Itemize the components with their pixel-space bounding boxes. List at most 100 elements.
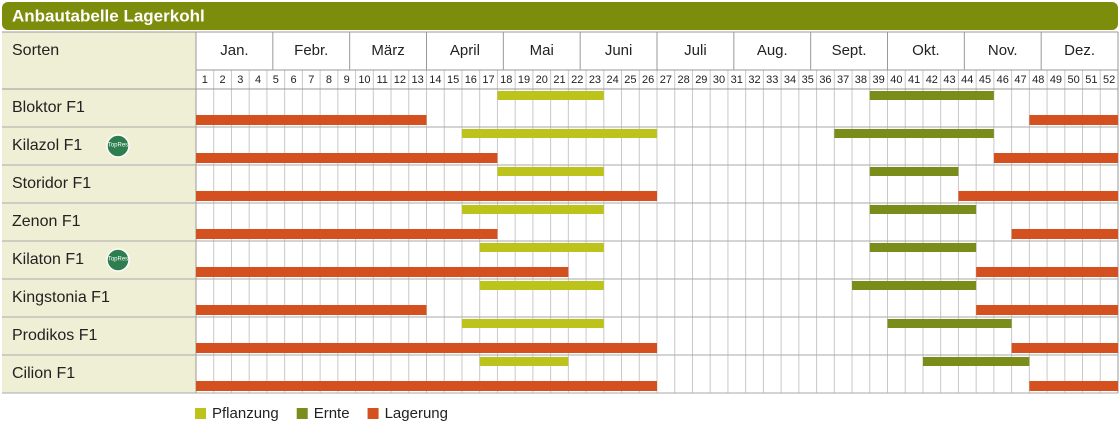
bar [461,319,604,328]
week-label: 35 [802,74,814,86]
week-label: 3 [237,74,243,86]
week-label: 42 [926,74,938,86]
week-label: 14 [429,74,441,86]
week-label: 23 [589,74,601,86]
badge-text: TopRes [108,257,128,263]
week-label: 49 [1050,74,1062,86]
week-label: 34 [784,74,796,86]
bar [922,357,1030,366]
week-label: 31 [731,74,743,86]
badge-text: TopRes [108,143,128,149]
week-label: 37 [837,74,849,86]
bar [1029,381,1118,391]
badge-icon [106,134,130,158]
variety-name: Prodikos F1 [12,327,97,344]
variety-name: Cilion F1 [12,365,75,382]
week-label: 27 [660,74,672,86]
week-label: 9 [344,74,350,86]
month-label: Aug. [757,42,788,59]
variety-name: Kilazol F1 [12,137,82,154]
bar [1029,115,1118,125]
bar [196,343,657,353]
bar [196,153,498,163]
bar [196,305,427,315]
bar [1011,343,1118,353]
week-label: 41 [908,74,920,86]
month-label: Juni [605,42,633,59]
variety-name: Zenon F1 [12,213,81,230]
week-label: 52 [1103,74,1115,86]
week-label: 5 [273,74,279,86]
week-label: 38 [855,74,867,86]
month-label: April [450,42,480,59]
bar [834,129,994,138]
bar [497,91,604,100]
legend-label: Pflanzung [212,405,279,422]
legend-label: Lagerung [385,405,448,422]
week-label: 36 [819,74,831,86]
week-label: 2 [220,74,226,86]
bar [1011,229,1118,239]
bar [196,191,657,201]
chart-title: Anbautabelle Lagerkohl [12,6,205,25]
month-label: Okt. [912,42,940,59]
month-label: Nov. [988,42,1018,59]
bar [852,281,977,290]
week-label: 51 [1085,74,1097,86]
bar [869,243,977,252]
week-label: 13 [412,74,424,86]
week-label: 7 [308,74,314,86]
legend-label: Ernte [314,405,350,422]
week-label: 18 [500,74,512,86]
month-label: Febr. [294,42,328,59]
week-label: 21 [553,74,565,86]
legend-swatch [367,408,379,419]
legend-swatch [296,408,308,419]
bar [497,167,604,176]
bar [196,115,427,125]
week-label: 39 [873,74,885,86]
week-label: 47 [1014,74,1026,86]
week-label: 48 [1032,74,1044,86]
week-label: 1 [202,74,208,86]
month-label: Juli [684,42,707,59]
bar [887,319,1012,328]
bar [869,91,994,100]
week-label: 33 [766,74,778,86]
bar [869,167,959,176]
week-label: 22 [571,74,583,86]
week-label: 44 [961,74,973,86]
bar [461,129,657,138]
variety-name: Storidor F1 [12,175,91,192]
week-label: 16 [465,74,477,86]
bar [479,281,604,290]
bar [869,205,977,214]
bar [479,243,604,252]
legend-swatch [195,408,206,419]
week-label: 29 [695,74,707,86]
variety-name: Kingstonia F1 [12,289,110,306]
bar [196,381,657,391]
week-label: 25 [624,74,636,86]
week-label: 26 [642,74,654,86]
week-label: 19 [518,74,530,86]
week-label: 32 [748,74,760,86]
week-label: 15 [447,74,459,86]
week-label: 30 [713,74,725,86]
week-label: 43 [943,74,955,86]
week-label: 17 [482,74,494,86]
bar [196,267,569,277]
bar [461,205,604,214]
month-label: Jan. [220,42,248,59]
week-label: 46 [997,74,1009,86]
week-label: 50 [1068,74,1080,86]
week-label: 40 [890,74,902,86]
week-label: 12 [394,74,406,86]
week-label: 20 [536,74,548,86]
bar [976,305,1118,315]
bar [479,357,569,366]
bar [993,153,1118,163]
row-header-column [2,32,196,393]
badge-icon [106,248,130,272]
